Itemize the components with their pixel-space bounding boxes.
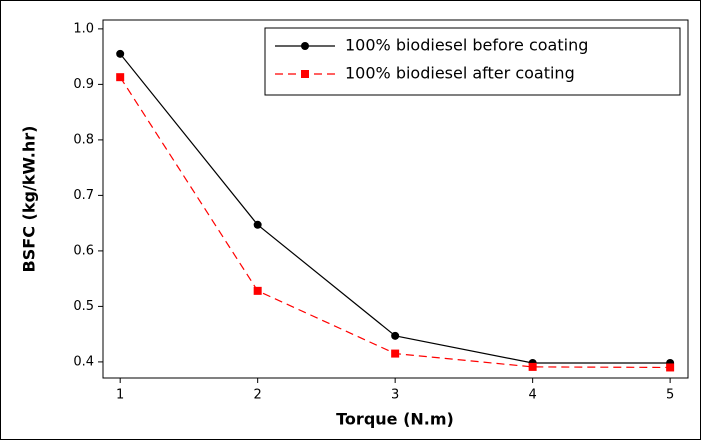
marker [666, 363, 675, 372]
y-tick-label: 0.7 [73, 188, 94, 203]
marker [253, 286, 262, 295]
marker [391, 331, 400, 340]
x-axis-title: Torque (N.m) [336, 410, 454, 429]
y-tick-label: 0.4 [73, 354, 94, 369]
y-tick-label: 0.6 [73, 243, 94, 258]
x-tick-label: 1 [116, 388, 124, 403]
x-tick-label: 2 [254, 388, 262, 403]
marker [391, 349, 400, 358]
legend-label: 100% biodiesel before coating [345, 36, 588, 55]
y-tick-label: 0.9 [73, 77, 94, 92]
marker [116, 49, 125, 58]
legend-marker [301, 70, 309, 78]
marker [116, 73, 125, 82]
legend-label: 100% biodiesel after coating [345, 64, 575, 83]
y-tick-label: 1.0 [73, 21, 94, 36]
x-tick-label: 4 [529, 388, 537, 403]
y-axis-title: BSFC (kg/kW.hr) [20, 126, 39, 273]
legend-marker [301, 42, 309, 50]
marker [528, 362, 537, 371]
y-tick-label: 0.5 [73, 299, 94, 314]
marker [253, 220, 262, 229]
legend-box [264, 27, 681, 96]
x-tick-label: 3 [391, 388, 399, 403]
y-tick-label: 0.8 [73, 132, 94, 147]
x-tick-label: 5 [666, 388, 674, 403]
